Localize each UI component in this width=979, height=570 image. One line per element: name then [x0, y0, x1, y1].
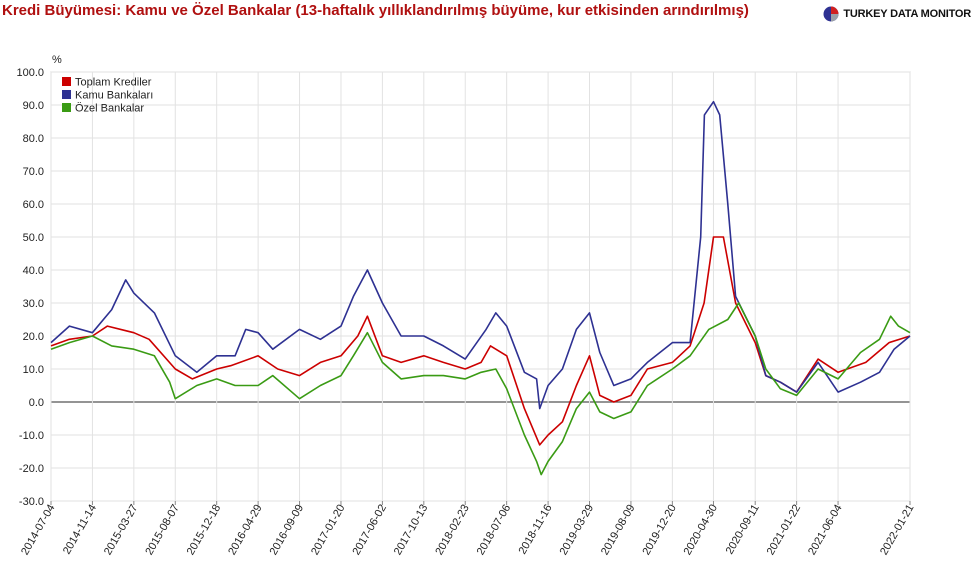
x-tick-label: 2017-06-02	[350, 503, 389, 558]
legend-label: Toplam Krediler	[75, 77, 152, 89]
x-tick-label: 2021-06-04	[806, 503, 845, 558]
y-tick-label: 100.0	[16, 67, 44, 79]
y-tick-label: 10.0	[23, 364, 44, 376]
y-tick-label: 70.0	[23, 166, 44, 178]
y-tick-label: -30.0	[19, 496, 44, 508]
x-tick-label: 2015-03-27	[102, 503, 141, 558]
legend-label: Kamu Bankaları	[75, 90, 153, 102]
x-tick-label: 2018-07-06	[475, 503, 514, 558]
x-tick-label: 2018-02-23	[433, 503, 472, 558]
x-tick-label: 2019-12-20	[640, 503, 679, 558]
y-tick-label: 0.0	[29, 397, 44, 409]
x-tick-label: 2014-07-04	[19, 503, 58, 558]
y-tick-label: 50.0	[23, 232, 44, 244]
brand-pie-icon	[823, 6, 839, 22]
y-tick-label: -20.0	[19, 463, 44, 475]
x-tick-label: 2021-01-22	[765, 503, 804, 558]
x-tick-label: 2016-04-29	[226, 503, 265, 558]
x-tick-label: 2022-01-21	[878, 503, 917, 558]
y-tick-label: -10.0	[19, 430, 44, 442]
series-line	[50, 236, 911, 446]
brand-logo: TURKEY DATA MONITOR	[823, 6, 971, 22]
y-tick-label: 60.0	[23, 199, 44, 211]
legend-swatch	[62, 103, 71, 112]
brand-name: TURKEY DATA MONITOR	[843, 8, 971, 20]
x-tick-label: 2015-12-18	[185, 503, 224, 558]
x-tick-label: 2017-01-20	[309, 503, 348, 558]
legend-swatch	[62, 77, 71, 86]
x-tick-label: 2015-08-07	[143, 503, 182, 558]
y-tick-label: 80.0	[23, 133, 44, 145]
chart-title: Kredi Büyümesi: Kamu ve Özel Bankalar (1…	[2, 2, 749, 19]
legend-swatch	[62, 90, 71, 99]
y-tick-label: 40.0	[23, 265, 44, 277]
x-tick-label: 2020-09-11	[724, 503, 762, 557]
legend-label: Özel Bankalar	[75, 103, 144, 115]
plot-area	[50, 71, 911, 502]
x-tick-label: 2017-10-13	[392, 503, 431, 558]
x-tick-label: 2016-09-09	[268, 503, 307, 558]
series-line	[50, 302, 911, 476]
x-tick-label: 2019-03-29	[558, 503, 597, 558]
x-tick-label: 2018-11-16	[517, 503, 555, 557]
x-tick-label: 2020-04-30	[682, 503, 721, 558]
y-tick-label: 20.0	[23, 331, 44, 343]
y-axis-label: %	[52, 54, 62, 66]
x-tick-label: 2014-11-14	[61, 503, 99, 557]
x-tick-label: 2019-08-09	[599, 503, 638, 558]
y-tick-label: 30.0	[23, 298, 44, 310]
y-tick-label: 90.0	[23, 100, 44, 112]
